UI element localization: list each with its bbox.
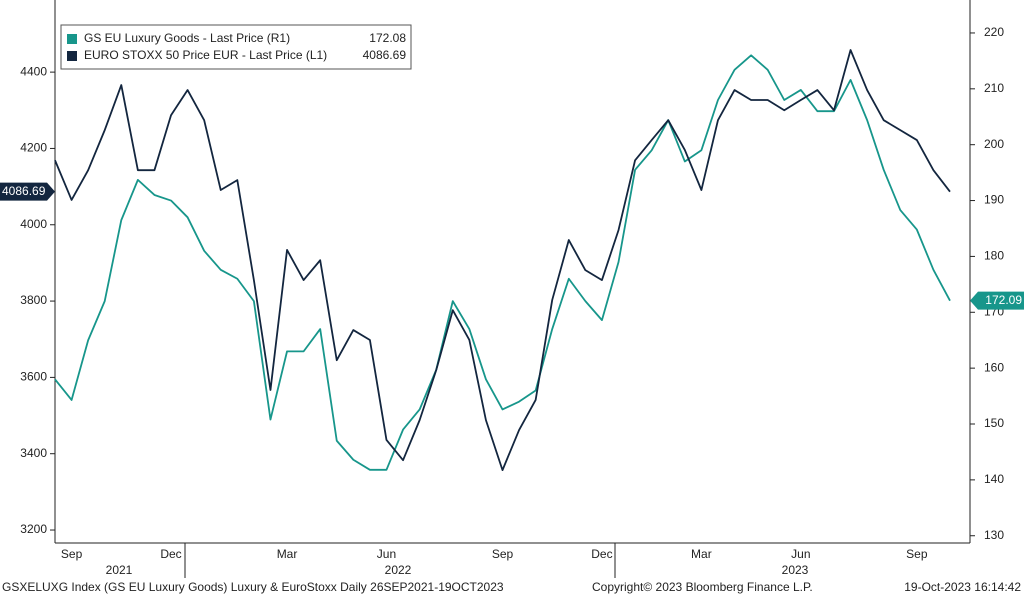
legend-box [60, 24, 412, 70]
y2-tick-label: 220 [984, 25, 1004, 39]
x-tick-label: Dec [591, 547, 612, 561]
legend-swatch [67, 51, 77, 61]
y2-tick-label: 140 [984, 472, 1004, 486]
y2-tick-label: 200 [984, 137, 1004, 151]
price-tag-label: 4086.69 [2, 184, 46, 198]
y2-tick-label: 150 [984, 416, 1004, 430]
x-tick-label: Jun [377, 547, 396, 561]
x-tick-label: Mar [691, 547, 712, 561]
x-tick-label: Sep [492, 547, 514, 561]
y2-tick-label: 180 [984, 249, 1004, 263]
x-tick-label: Sep [61, 547, 83, 561]
x-tick-label: Jun [791, 547, 810, 561]
y2-tick-label: 210 [984, 81, 1004, 95]
legend-value: 172.08 [369, 31, 406, 45]
price-tag [0, 182, 55, 201]
y-tick-label: 3600 [20, 370, 47, 384]
footer-center: Copyright© 2023 Bloomberg Finance L.P. [592, 580, 813, 594]
year-label: 2022 [385, 563, 412, 577]
series-line [54, 49, 951, 472]
y2-tick-label: 160 [984, 360, 1004, 374]
y-tick-label: 4400 [20, 64, 47, 78]
legend-swatch [67, 34, 77, 44]
series-line [54, 54, 951, 471]
price-tag [970, 291, 1024, 310]
x-tick-label: Dec [160, 547, 181, 561]
legend-label: EURO STOXX 50 Price EUR - Last Price (L1… [84, 48, 327, 62]
footer-left: GSXELUXG Index (GS EU Luxury Goods) Luxu… [2, 580, 504, 594]
legend-label: GS EU Luxury Goods - Last Price (R1) [84, 31, 290, 45]
y2-tick-label: 190 [984, 193, 1004, 207]
price-tag-label: 172.09 [985, 293, 1022, 307]
legend-value: 4086.69 [363, 48, 407, 62]
y-tick-label: 3400 [20, 446, 47, 460]
y-tick-label: 4200 [20, 141, 47, 155]
x-tick-label: Sep [906, 547, 928, 561]
y-tick-label: 4000 [20, 217, 47, 231]
x-tick-label: Mar [277, 547, 298, 561]
y-tick-label: 3200 [20, 522, 47, 536]
footer-right: 19-Oct-2023 16:14:42 [904, 580, 1021, 594]
y2-tick-label: 130 [984, 528, 1004, 542]
year-label: 2023 [782, 563, 809, 577]
year-label: 2021 [106, 563, 133, 577]
y-tick-label: 3800 [20, 293, 47, 307]
